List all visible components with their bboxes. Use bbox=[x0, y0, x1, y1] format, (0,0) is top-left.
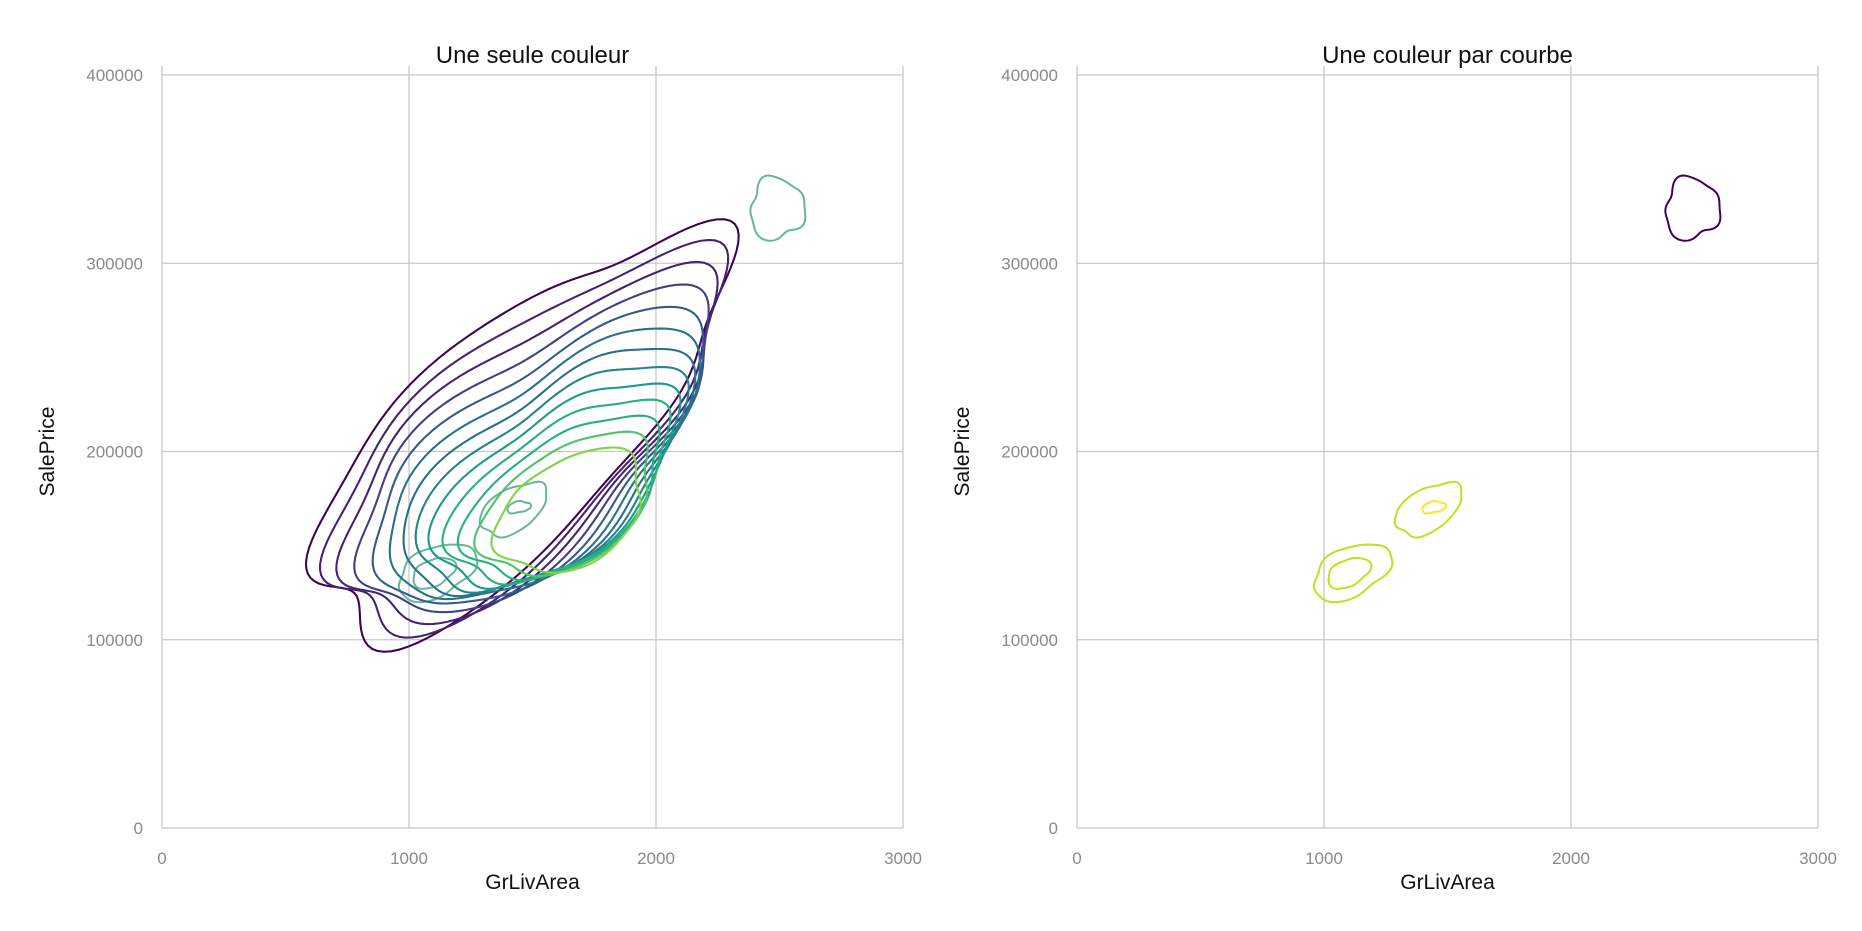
panel-single-color-title: Une seule couleur bbox=[436, 42, 629, 69]
panel-color-per-level: 0 1000 2000 3000 0 100000 200000 300000 400000 U… bbox=[305, 42, 1837, 894]
y-tick-label: 200000 bbox=[86, 443, 143, 462]
density-contour bbox=[319, 238, 730, 639]
density-contour bbox=[490, 446, 642, 574]
panel-single-color-tick-labels: 0 1000 2000 3000 0 100000 200000 300000 400000 bbox=[86, 66, 922, 868]
density-contour bbox=[478, 480, 548, 539]
density-contour bbox=[1327, 556, 1373, 590]
density-contour bbox=[388, 327, 701, 601]
density-contour bbox=[506, 499, 532, 515]
density-contour bbox=[1421, 499, 1447, 515]
density-contour bbox=[335, 260, 719, 626]
panel-single-color-x-axis-title: GrLivArea bbox=[485, 871, 580, 894]
x-tick-label: 2000 bbox=[637, 849, 675, 868]
panel-color-per-level-title: Une couleur par courbe bbox=[1322, 42, 1573, 69]
x-tick-label: 3000 bbox=[1799, 849, 1837, 868]
density-contour bbox=[305, 218, 740, 653]
x-tick-label: 3000 bbox=[884, 849, 922, 868]
panel-color-per-level-contours bbox=[305, 174, 1722, 653]
y-tick-label: 300000 bbox=[1001, 254, 1058, 273]
x-tick-label: 0 bbox=[1072, 849, 1081, 868]
y-tick-label: 200000 bbox=[1001, 443, 1058, 462]
density-contour bbox=[749, 174, 807, 242]
x-tick-label: 1000 bbox=[1305, 849, 1343, 868]
density-contour bbox=[402, 347, 697, 598]
density-contour bbox=[397, 543, 479, 604]
panel-color-per-level-grid bbox=[1077, 66, 1819, 828]
x-tick-label: 0 bbox=[157, 849, 166, 868]
y-tick-label: 0 bbox=[134, 819, 143, 838]
x-tick-label: 2000 bbox=[1552, 849, 1590, 868]
panel-color-per-level-y-axis-title: SalePrice bbox=[951, 407, 974, 497]
y-tick-label: 300000 bbox=[86, 254, 143, 273]
x-tick-label: 1000 bbox=[390, 849, 428, 868]
y-tick-label: 100000 bbox=[1001, 631, 1058, 650]
y-tick-label: 400000 bbox=[1001, 66, 1058, 85]
panel-color-per-level-axes bbox=[1076, 66, 1818, 829]
density-contour bbox=[427, 382, 682, 590]
density-contour bbox=[1664, 174, 1722, 242]
density-contour bbox=[441, 398, 672, 586]
density-contour bbox=[1312, 543, 1394, 604]
density-contour bbox=[371, 305, 705, 605]
panel-single-color: 0 1000 2000 3000 0 100000 200000 300000 400000 U… bbox=[36, 42, 922, 894]
panel-single-color-grid bbox=[162, 66, 904, 828]
y-tick-label: 0 bbox=[1049, 819, 1058, 838]
panel-color-per-level-x-axis-title: GrLivArea bbox=[1400, 871, 1495, 894]
panel-color-per-level-tick-labels: 0 1000 2000 3000 0 100000 200000 300000 400000 bbox=[1001, 66, 1837, 868]
y-tick-label: 400000 bbox=[86, 66, 143, 85]
density-contour bbox=[1393, 480, 1463, 539]
panel-single-color-y-axis-title: SalePrice bbox=[36, 407, 59, 497]
panel-single-color-axes bbox=[161, 66, 903, 829]
density-contour bbox=[456, 414, 661, 582]
y-tick-label: 100000 bbox=[86, 631, 143, 650]
density-contour bbox=[456, 414, 661, 582]
